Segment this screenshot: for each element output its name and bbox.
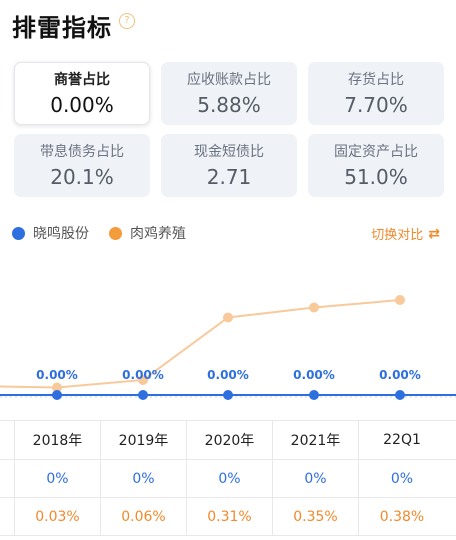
data-point-company [395,390,405,400]
legend-label: 晓鸣股份 [33,226,89,242]
table-row-industry: 0.03% 0.06% 0.31% 0.35% 0.38% [0,498,456,536]
table-header-cell: 2018年 [15,421,101,459]
metric-card-value: 0.00% [50,92,114,117]
metric-card-label: 现金短债比 [194,143,264,160]
data-point-industry [309,302,319,313]
metric-card-interest-debt[interactable]: 带息债务占比 20.1% [14,134,150,197]
metric-card-receivables[interactable]: 应收账款占比 5.88% [161,62,297,125]
table-cell [0,460,15,497]
data-label-company: 0.00% [36,368,78,382]
table-header-cell: 2020年 [187,421,273,459]
legend-label: 肉鸡养殖 [130,226,186,242]
metric-card-cash-short-debt[interactable]: 现金短债比 2.71 [161,134,297,197]
table-cell: 0% [187,460,273,497]
data-point-industry [223,312,233,323]
table-cell: 0.03% [15,498,101,535]
legend-dot-company [12,226,25,240]
table-cell [0,421,15,459]
switch-compare-button[interactable]: 切换对比 ⇄ [371,224,440,244]
metric-card-value: 2.71 [206,164,252,189]
metric-card-label: 应收账款占比 [187,71,271,88]
table-header-row: 2018年 2019年 2020年 2021年 22Q1 [0,421,456,460]
data-label-company: 0.00% [379,368,421,382]
question-circle-icon[interactable]: ? [119,13,135,29]
data-point-company [52,390,62,400]
data-label-company: 0.00% [207,368,249,382]
data-point-industry [138,375,148,385]
series-line-industry [0,299,401,389]
table-cell: 0% [15,460,101,497]
table-header-cell: 22Q1 [383,432,421,448]
metric-card-value: 51.0% [344,164,408,189]
data-table: 2018年 2019年 2020年 2021年 22Q1 0% 0% 0% 0%… [0,420,456,536]
data-label-company: 0.00% [293,368,335,382]
swap-icon: ⇄ [428,225,440,242]
metric-card-value: 7.70% [344,92,408,117]
data-point-industry [52,382,62,393]
table-cell: 0% [273,460,359,497]
page-title: 排雷指标 [12,14,112,42]
data-point-company [223,390,233,400]
switch-compare-label: 切换对比 [371,228,424,243]
metric-card-value: 20.1% [50,164,114,189]
metric-card-inventory[interactable]: 存货占比 7.70% [308,62,444,125]
line-chart: 0.00% 0.00% 0.00% 0.00% 0.00% [0,295,456,400]
table-cell: 0% [101,460,187,497]
legend-dot-industry [109,226,122,240]
table-cell: 0.38% [379,508,425,525]
table-cell: 0% [390,470,414,487]
metric-card-label: 固定资产占比 [334,143,418,160]
metric-card-label: 商誉占比 [54,71,110,88]
table-header-cell: 2021年 [273,421,359,459]
metric-cards: 商誉占比 0.00% 应收账款占比 5.88% 存货占比 7.70% 带息债务占… [14,62,444,197]
data-point-industry [395,295,405,305]
metric-card-value: 5.88% [197,92,261,117]
metric-card-goodwill[interactable]: 商誉占比 0.00% [14,62,150,125]
table-cell: 0.31% [187,498,273,535]
table-row-company: 0% 0% 0% 0% 0% [0,460,456,498]
table-cell: 0.35% [273,498,359,535]
table-header-cell: 2019年 [101,421,187,459]
metric-card-label: 存货占比 [348,71,404,88]
table-cell: 0.06% [101,498,187,535]
data-label-company: 0.00% [122,368,164,382]
metric-card-label: 带息债务占比 [40,143,124,160]
chart-legend: 晓鸣股份 肉鸡养殖 [12,222,206,244]
table-cell [0,498,15,535]
metric-card-fixed-assets[interactable]: 固定资产占比 51.0% [308,134,444,197]
data-point-company [309,390,319,400]
legend-item-industry[interactable]: 肉鸡养殖 [109,223,186,243]
legend-item-company[interactable]: 晓鸣股份 [12,223,89,243]
data-point-company [138,390,148,400]
